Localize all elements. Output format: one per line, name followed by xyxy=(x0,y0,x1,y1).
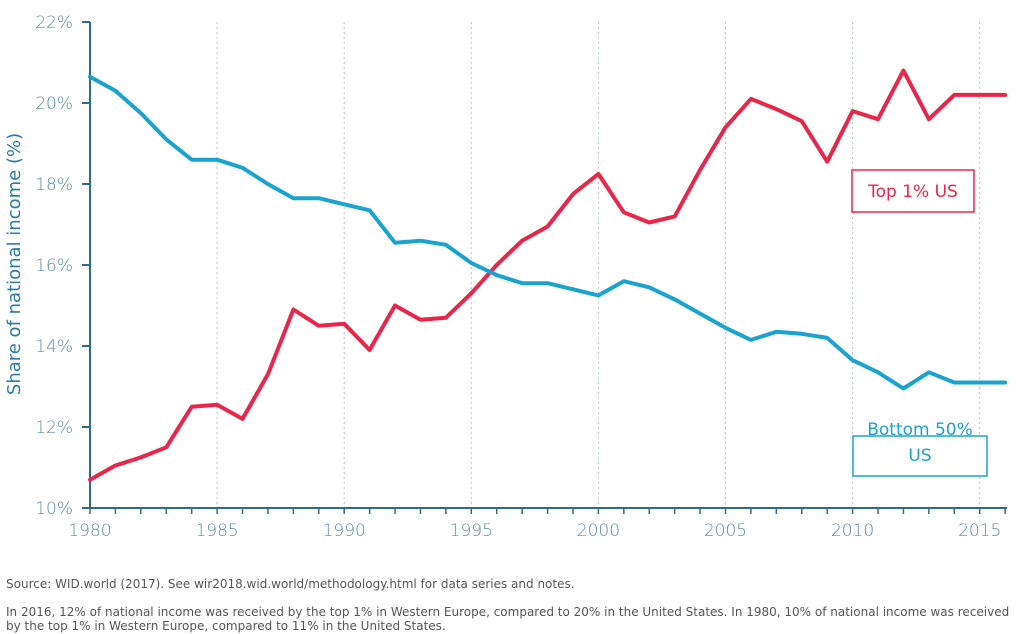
top1-label: Top 1% US xyxy=(867,182,958,202)
bottom50-label-line2: US xyxy=(908,446,931,466)
x-tick-label: 2015 xyxy=(958,521,1001,541)
x-tick-label: 1980 xyxy=(68,521,111,541)
vertical-gridlines xyxy=(216,22,981,508)
x-tick-label: 1985 xyxy=(195,521,238,541)
bottom50-series-line xyxy=(88,74,1008,391)
series-labels: Top 1% US Bottom 50% US xyxy=(851,169,988,477)
y-tick-label: 18% xyxy=(35,175,73,195)
footnote: In 2016, 12% of national income was rece… xyxy=(6,605,1010,633)
source-note: Source: WID.world (2017). See wir2018.wi… xyxy=(6,577,575,591)
x-tick-label: 2000 xyxy=(577,521,620,541)
line-chart: 10% 12% 14% 16% 18% 20% 22% 1980 1985 1990 1995 200… xyxy=(4,13,1008,541)
y-axis-label: Share of national income (%) xyxy=(4,133,25,395)
series-lines xyxy=(88,68,1008,482)
bottom50-label-box xyxy=(852,435,988,477)
top1-series-line xyxy=(88,68,1008,482)
y-tick-label: 12% xyxy=(35,418,73,438)
y-tick-label: 10% xyxy=(35,499,73,519)
x-tick-label: 2005 xyxy=(704,521,747,541)
axes: 10% 12% 14% 16% 18% 20% 22% 1980 1985 1990 1995 200… xyxy=(35,13,1007,541)
y-tick-label: 16% xyxy=(35,256,73,276)
top1-label-box xyxy=(851,169,975,213)
bottom50-label-line1: Bottom 50% xyxy=(867,420,973,440)
x-tick-label: 1995 xyxy=(450,521,493,541)
y-tick-label: 20% xyxy=(35,94,73,114)
x-tick-label: 1990 xyxy=(323,521,366,541)
y-tick-label: 14% xyxy=(35,337,73,357)
x-tick-label: 2010 xyxy=(831,521,874,541)
y-tick-label: 22% xyxy=(35,13,73,33)
